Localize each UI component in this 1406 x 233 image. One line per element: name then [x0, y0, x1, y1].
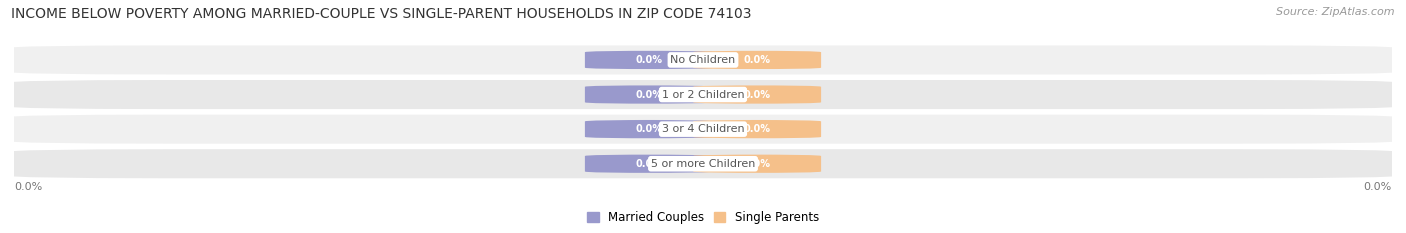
Text: 0.0%: 0.0%	[636, 89, 662, 99]
Text: 0.0%: 0.0%	[1364, 182, 1392, 192]
Text: 1 or 2 Children: 1 or 2 Children	[662, 89, 744, 99]
FancyBboxPatch shape	[8, 45, 1398, 75]
FancyBboxPatch shape	[585, 154, 713, 173]
FancyBboxPatch shape	[8, 80, 1398, 109]
FancyBboxPatch shape	[693, 154, 821, 173]
Text: 3 or 4 Children: 3 or 4 Children	[662, 124, 744, 134]
Text: 0.0%: 0.0%	[744, 124, 770, 134]
Text: 0.0%: 0.0%	[744, 89, 770, 99]
FancyBboxPatch shape	[693, 51, 821, 69]
FancyBboxPatch shape	[585, 120, 713, 138]
FancyBboxPatch shape	[8, 115, 1398, 144]
FancyBboxPatch shape	[585, 51, 713, 69]
Text: INCOME BELOW POVERTY AMONG MARRIED-COUPLE VS SINGLE-PARENT HOUSEHOLDS IN ZIP COD: INCOME BELOW POVERTY AMONG MARRIED-COUPL…	[11, 7, 752, 21]
Legend: Married Couples, Single Parents: Married Couples, Single Parents	[582, 206, 824, 229]
Text: No Children: No Children	[671, 55, 735, 65]
Text: 0.0%: 0.0%	[14, 182, 42, 192]
FancyBboxPatch shape	[8, 149, 1398, 178]
FancyBboxPatch shape	[693, 120, 821, 138]
Text: 0.0%: 0.0%	[744, 55, 770, 65]
Text: 0.0%: 0.0%	[636, 159, 662, 169]
Text: 0.0%: 0.0%	[636, 55, 662, 65]
Text: 5 or more Children: 5 or more Children	[651, 159, 755, 169]
Text: 0.0%: 0.0%	[744, 159, 770, 169]
Text: Source: ZipAtlas.com: Source: ZipAtlas.com	[1277, 7, 1395, 17]
Text: 0.0%: 0.0%	[636, 124, 662, 134]
FancyBboxPatch shape	[585, 85, 713, 104]
FancyBboxPatch shape	[693, 85, 821, 104]
